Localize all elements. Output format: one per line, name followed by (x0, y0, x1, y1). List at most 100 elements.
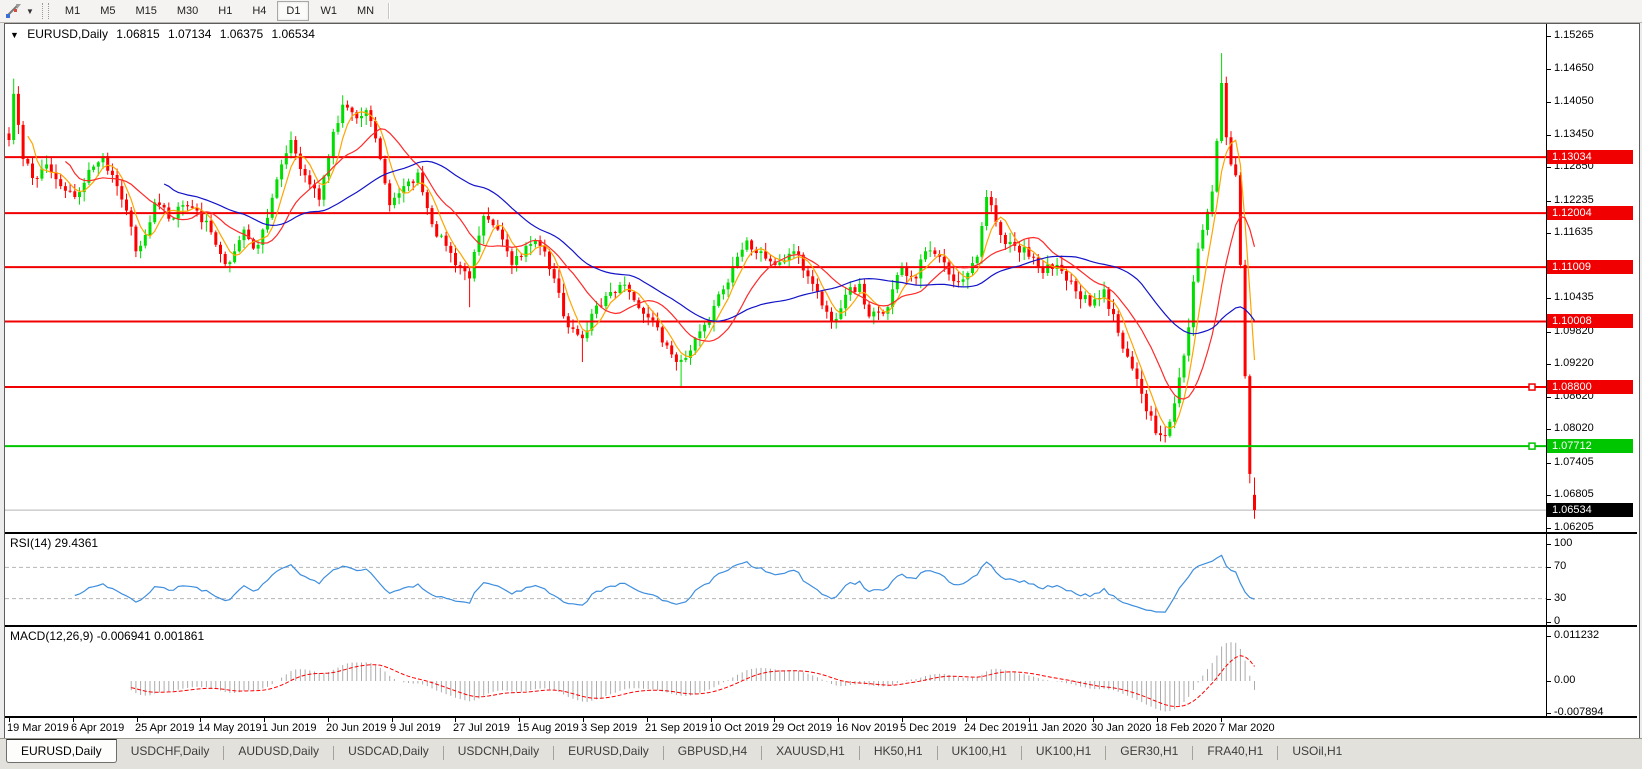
tab-audusd-daily[interactable]: AUDUSD,Daily (238, 744, 320, 758)
candle-body (496, 225, 500, 230)
timeframe-button-w1[interactable]: W1 (320, 5, 337, 17)
candle-body (190, 206, 194, 208)
candle-body (1121, 332, 1125, 349)
candle-body (1041, 267, 1045, 274)
rsi-line (74, 554, 1255, 613)
candle-body (947, 262, 951, 275)
candle-body (1003, 235, 1007, 245)
candle-body (914, 276, 918, 279)
candle-body (862, 283, 866, 305)
price-chart[interactable] (5, 24, 1546, 532)
axis-tick (1547, 636, 1551, 637)
tab-xauusd-h1[interactable]: XAUUSD,H1 (776, 744, 845, 758)
candle-body (966, 273, 970, 280)
candle-body (764, 251, 768, 259)
line-drag-handle[interactable] (1528, 383, 1536, 391)
timeframe-button-m1[interactable]: M1 (64, 5, 81, 17)
axis-tick (1547, 599, 1551, 600)
candle-body (627, 284, 631, 293)
price-tick-label: 1.06205 (1554, 521, 1594, 532)
candle-body (679, 359, 683, 362)
candle-body (1154, 415, 1158, 434)
candle-body (1130, 356, 1134, 369)
candle-body (580, 334, 584, 339)
date-label: 1 Jun 2019 (262, 722, 317, 734)
line-drag-handle[interactable] (1528, 442, 1536, 450)
axis-tick (1547, 167, 1551, 168)
tab-eurusd-daily[interactable]: EURUSD,Daily (6, 739, 117, 763)
candle-body (486, 216, 490, 220)
candle-body (251, 239, 255, 249)
rsi-chart[interactable] (5, 534, 1546, 625)
candle-body (157, 202, 161, 205)
tab-usdcnh-daily[interactable]: USDCNH,Daily (457, 744, 540, 758)
price-tick-label: 1.11635 (1554, 226, 1593, 238)
tab-usdcad-daily[interactable]: USDCAD,Daily (348, 744, 429, 758)
candle-body (472, 251, 476, 279)
candle-body (952, 274, 956, 282)
line-price-badge: 1.12004 (1547, 206, 1633, 220)
candle-body (877, 311, 880, 313)
candle-body (40, 168, 44, 179)
tab-usdchf-daily[interactable]: USDCHF,Daily (130, 744, 210, 758)
cursor-tool-icon[interactable] (4, 3, 24, 19)
line-price-badge: 1.10008 (1547, 314, 1633, 328)
candle-body (317, 188, 321, 200)
panel-separator[interactable] (5, 532, 1637, 534)
axis-tick (1547, 567, 1551, 568)
timeframe-button-h1[interactable]: H1 (218, 5, 233, 17)
tab-ger30-h1[interactable]: GER30,H1 (1120, 744, 1179, 758)
tab-hk50-h1[interactable]: HK50,H1 (873, 744, 923, 758)
macd-tick-label: 0.00 (1554, 674, 1576, 686)
price-tick-label: 1.13450 (1554, 128, 1594, 140)
date-label: 9 Jul 2019 (390, 722, 441, 734)
candle-body (1079, 291, 1083, 300)
candle-body (345, 104, 349, 108)
candle-body (392, 197, 396, 206)
candle-body (985, 196, 989, 226)
candle-body (482, 216, 486, 236)
timeframe-button-m5[interactable]: M5 (100, 5, 116, 17)
candle-body (797, 251, 801, 255)
candle-body (407, 181, 410, 187)
candle-body (491, 219, 495, 226)
rsi-tick-label: 0 (1554, 615, 1561, 625)
tab-separator (442, 746, 444, 760)
toolbar-grip[interactable] (41, 3, 49, 19)
date-label: 16 Nov 2019 (836, 722, 899, 734)
candle-body (383, 158, 387, 184)
candle-body (435, 224, 439, 237)
candle-body (1032, 256, 1036, 258)
candle-body (989, 196, 993, 206)
candle-body (515, 255, 519, 265)
timeframe-button-m15[interactable]: M15 (135, 5, 157, 17)
panel-separator[interactable] (5, 625, 1637, 627)
tab-separator (333, 746, 335, 760)
candle-body (125, 199, 128, 211)
candle-body (228, 262, 232, 265)
timeframe-button-d1[interactable]: D1 (277, 1, 310, 21)
tab-gbpusd-h4[interactable]: GBPUSD,H4 (677, 744, 748, 758)
tab-eurusd-daily[interactable]: EURUSD,Daily (568, 744, 649, 758)
candle-body (425, 192, 429, 209)
collapse-arrow-icon[interactable]: ▼ (10, 30, 19, 40)
tab-uk100-h1[interactable]: UK100,H1 (951, 744, 1007, 758)
rsi-tick-label: 70 (1554, 560, 1567, 572)
timeframe-button-h4[interactable]: H4 (252, 5, 267, 17)
timeframe-button-m30[interactable]: M30 (176, 5, 199, 17)
candle-body (294, 139, 298, 154)
tab-fra40-h1[interactable]: FRA40,H1 (1207, 744, 1264, 758)
tab-uk100-h1[interactable]: UK100,H1 (1035, 744, 1092, 758)
candle-body (980, 225, 984, 257)
tab-usoil-h1[interactable]: USOil,H1 (1292, 744, 1343, 758)
candle-body (905, 267, 909, 276)
dropdown-caret-icon[interactable]: ▼ (26, 6, 34, 16)
candle-body (792, 251, 796, 254)
macd-chart[interactable] (5, 627, 1546, 716)
candle-body (1069, 280, 1073, 282)
timeframe-button-mn[interactable]: MN (356, 5, 375, 17)
candle-body (430, 208, 434, 225)
candle-body (1206, 211, 1209, 230)
price-tick-label: 1.15265 (1554, 29, 1594, 41)
candle-body (881, 311, 885, 314)
